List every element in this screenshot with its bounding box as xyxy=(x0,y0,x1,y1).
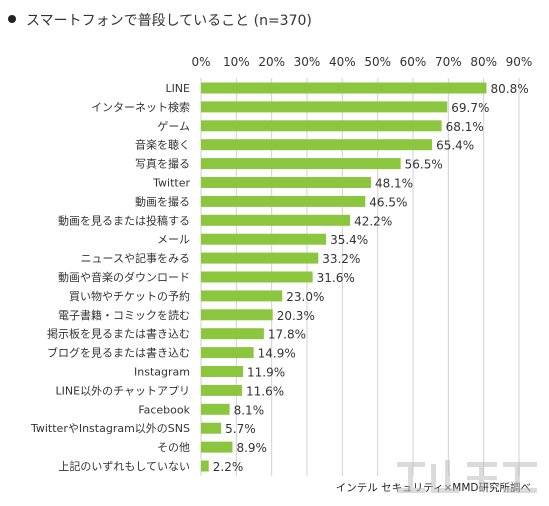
category-label: LINE xyxy=(165,82,190,95)
value-label: 8.9% xyxy=(236,441,266,455)
bar xyxy=(201,290,283,302)
x-tick-label: 90% xyxy=(506,55,533,69)
chart-title-text: スマートフォンで普段していること (n=370) xyxy=(26,13,312,29)
value-label: 31.6% xyxy=(317,271,355,285)
value-label: 23.0% xyxy=(286,290,324,304)
value-label: 80.8% xyxy=(490,82,528,96)
category-label: 動画や音楽のダウンロード xyxy=(58,270,190,284)
category-label: LINE以外のチャットアプリ xyxy=(56,384,190,397)
bar xyxy=(201,460,209,472)
category-label: インターネット検索 xyxy=(91,100,190,114)
bar xyxy=(201,195,366,207)
category-label: ニュースや記事をみる xyxy=(81,251,190,265)
watermark-logo xyxy=(397,460,537,493)
x-tick-label: 0% xyxy=(191,55,210,69)
bar xyxy=(201,403,230,415)
value-label: 11.9% xyxy=(247,366,285,380)
category-label: Facebook xyxy=(138,403,190,416)
bar xyxy=(201,101,448,113)
category-label: Twitter xyxy=(152,177,190,190)
bar xyxy=(201,120,442,132)
category-label: メール xyxy=(157,233,190,246)
x-tick-label: 70% xyxy=(435,55,462,69)
category-label: 写真を撮る xyxy=(135,157,190,171)
value-label: 69.7% xyxy=(451,101,489,115)
category-label: ブログを見るまたは書き込む xyxy=(47,346,190,360)
bar xyxy=(201,177,371,188)
bar xyxy=(201,139,433,151)
category-label: 上記のいずれもしていない xyxy=(58,459,190,473)
category-label: 音楽を聴く xyxy=(135,138,190,152)
value-label: 68.1% xyxy=(446,120,484,134)
bar xyxy=(201,347,254,359)
category-label: 電子書籍・コミックを読む xyxy=(58,308,190,322)
bar xyxy=(201,233,327,245)
value-label: 5.7% xyxy=(225,422,256,436)
value-label: 17.8% xyxy=(268,328,306,342)
category-label: TwitterやInstagram以外のSNS xyxy=(30,422,190,435)
bar xyxy=(201,441,233,453)
value-label: 8.1% xyxy=(234,403,265,417)
x-tick-label: 30% xyxy=(294,55,321,69)
bar xyxy=(201,309,273,321)
value-label: 46.5% xyxy=(369,195,407,209)
x-tick-label: 10% xyxy=(223,55,250,69)
value-label: 35.4% xyxy=(330,233,368,247)
x-tick-label: 50% xyxy=(364,55,391,69)
category-label: ゲーム xyxy=(157,120,190,133)
chart-title: スマートフォンで普段していること (n=370) xyxy=(8,10,312,30)
bar xyxy=(201,82,487,94)
bar xyxy=(201,328,264,340)
category-label: 動画を見るまたは投稿する xyxy=(58,213,190,227)
category-label: Instagram xyxy=(134,366,190,379)
bar xyxy=(201,384,242,396)
x-tick-label: 20% xyxy=(258,55,285,69)
category-label: その他 xyxy=(157,441,190,454)
x-tick-label: 40% xyxy=(329,55,356,69)
value-label: 56.5% xyxy=(405,158,443,172)
category-label: 動画を撮る xyxy=(135,194,190,208)
category-label: 掲示板を見るまたは書き込む xyxy=(47,327,190,341)
value-label: 65.4% xyxy=(436,139,474,153)
bar xyxy=(201,366,244,377)
bar xyxy=(201,271,313,283)
category-label: 買い物やチケットの予約 xyxy=(69,289,190,303)
bar xyxy=(201,158,401,170)
value-label: 42.2% xyxy=(354,214,392,228)
bar xyxy=(201,252,319,264)
value-label: 2.2% xyxy=(213,460,244,474)
x-tick-label: 60% xyxy=(400,55,427,69)
bar xyxy=(201,422,222,434)
value-label: 33.2% xyxy=(322,252,360,266)
value-label: 48.1% xyxy=(375,177,413,191)
bullet-icon xyxy=(8,15,16,23)
value-label: 20.3% xyxy=(277,309,315,323)
x-tick-label: 80% xyxy=(470,55,497,69)
value-label: 11.6% xyxy=(246,384,284,398)
value-label: 14.9% xyxy=(258,347,296,361)
bar xyxy=(201,214,351,226)
